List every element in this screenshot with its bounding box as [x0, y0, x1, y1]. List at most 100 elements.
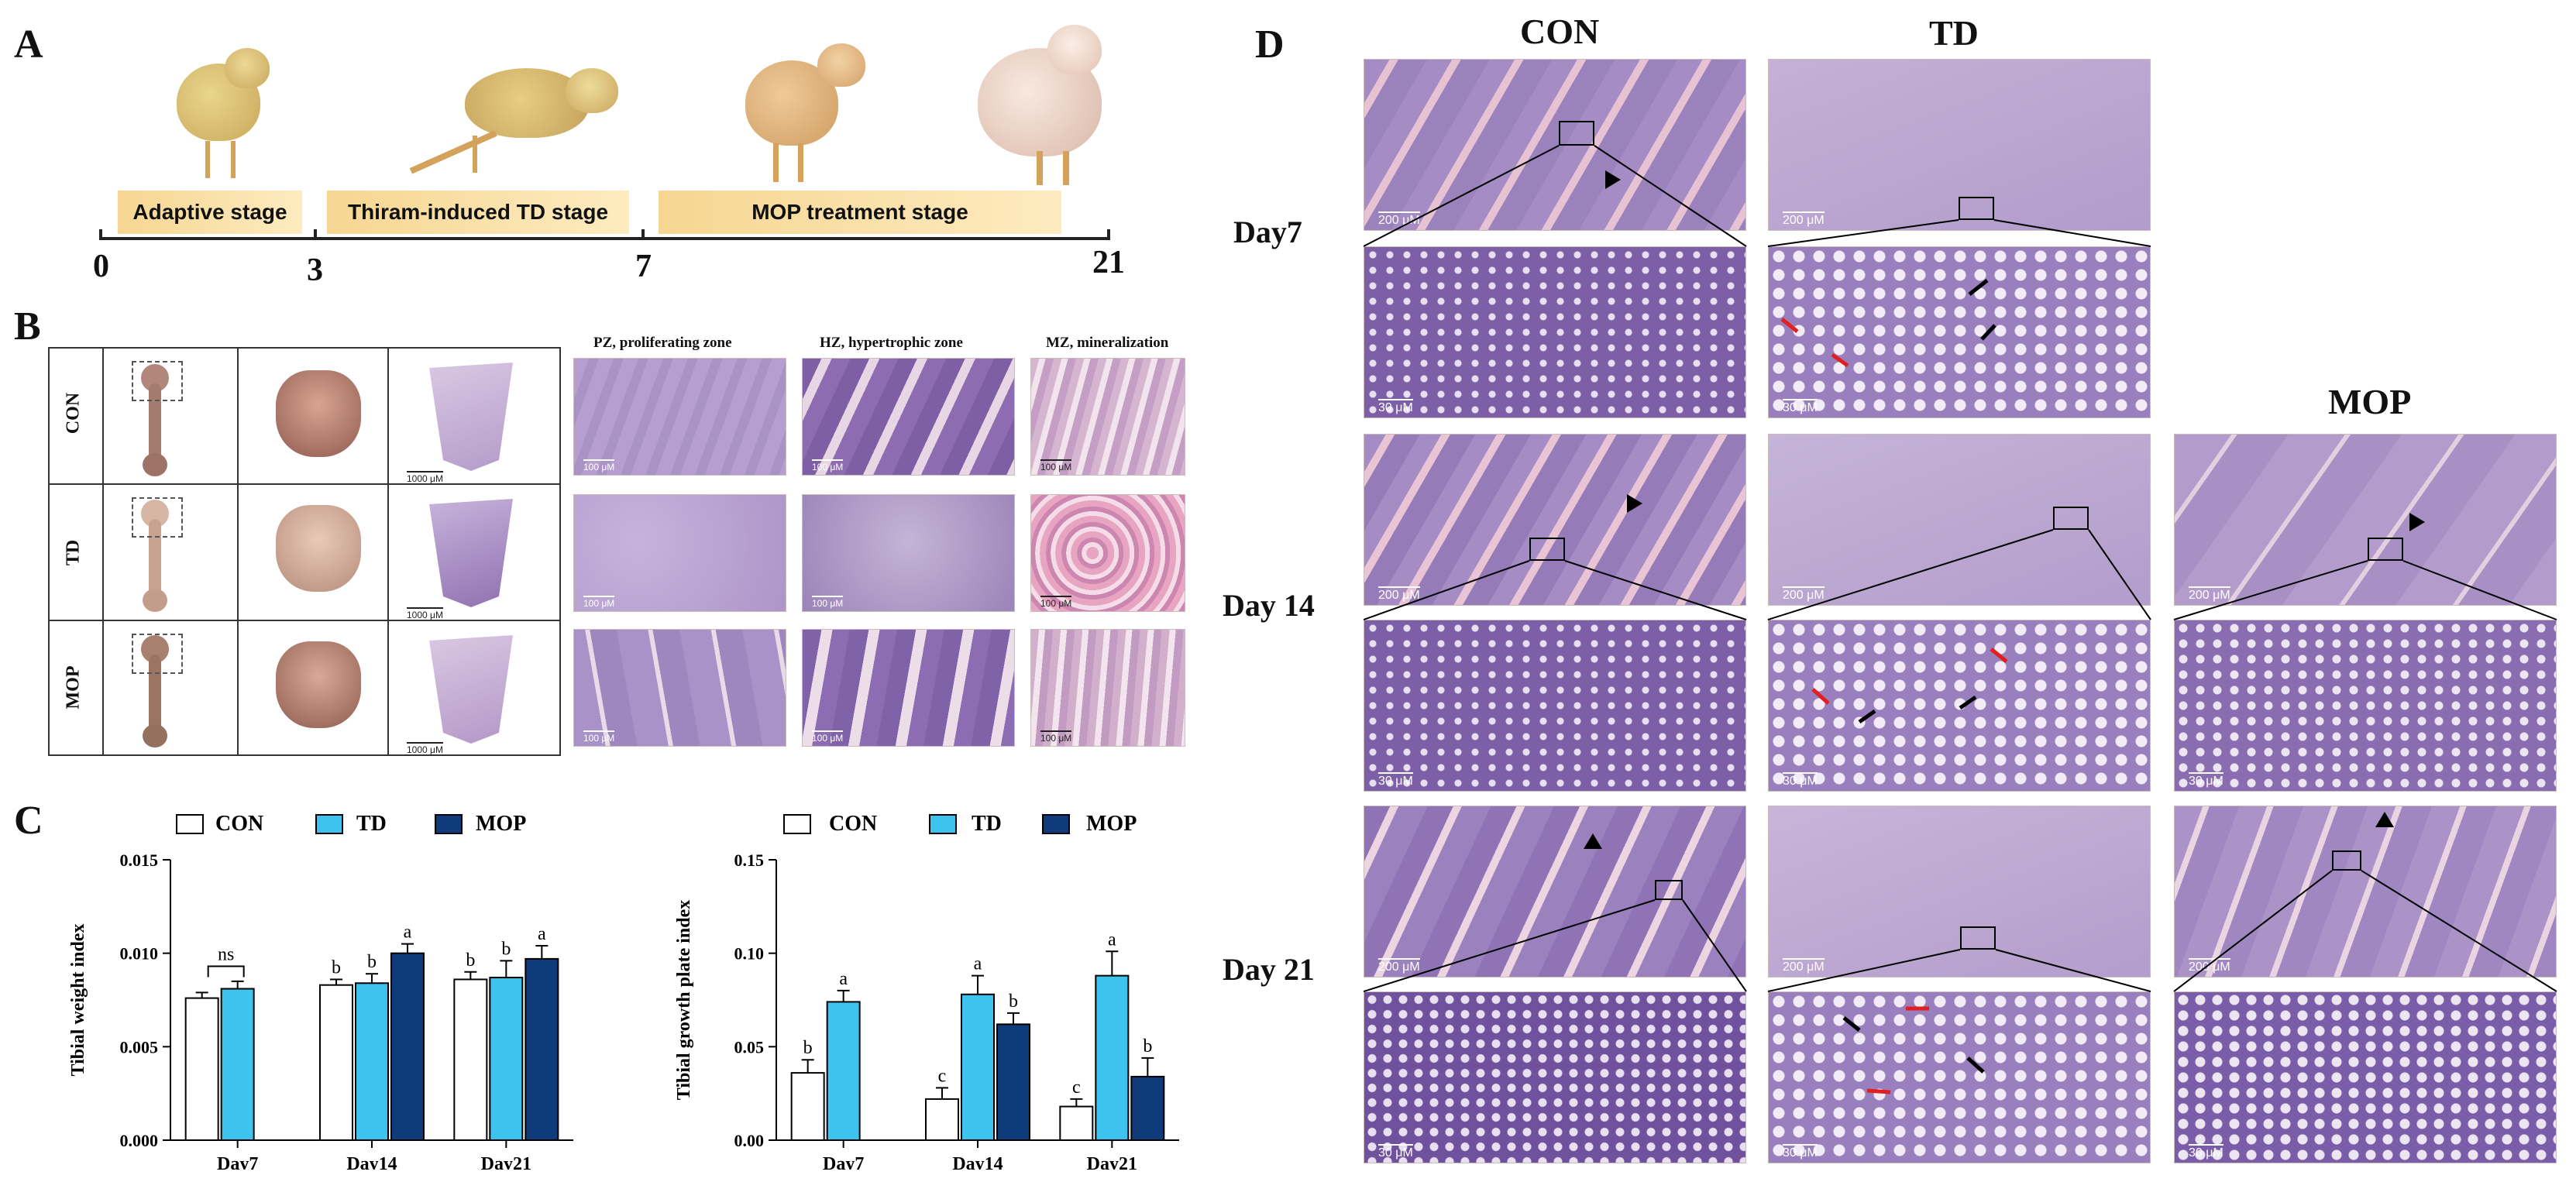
- bar-td: [355, 982, 389, 1141]
- significance-label: b: [501, 939, 511, 959]
- legend-label-td-2: TD: [972, 812, 1002, 836]
- d-mop-day14-high: 30 μM: [2174, 620, 2557, 792]
- section-scale-con: 1000 μM: [407, 471, 443, 484]
- legend-swatch-td: [315, 814, 343, 834]
- significance-label: a: [839, 969, 848, 989]
- row-label-td: TD: [63, 539, 84, 566]
- d-con-day14-low: 200 μM: [1364, 434, 1746, 606]
- bar-con: [453, 978, 488, 1141]
- significance-label: b: [466, 950, 475, 971]
- col-header-mop: MOP: [2328, 382, 2412, 421]
- bone-head-mop: [276, 641, 361, 728]
- bar-td: [961, 993, 995, 1142]
- zoom-box-con-day7: [1559, 121, 1594, 146]
- timeline-tick-7: 7: [635, 249, 652, 284]
- row-label-day21: Day 21: [1223, 952, 1315, 987]
- x-tick-label: Day21: [481, 1154, 531, 1170]
- chart-tibial-growth-plate-index: 0.00 0.05 0.10 0.15 Tibial growth plate inde…: [674, 850, 1179, 1170]
- significance-label: b: [1143, 1036, 1152, 1057]
- d-con-day14-high: 30 μM: [1364, 620, 1746, 792]
- bone-head-con: [276, 370, 361, 457]
- timeline-axis: [99, 237, 1110, 240]
- micrograph-td-hz: 100 μM: [802, 494, 1015, 612]
- zone-header-pz: PZ, proliferating zone: [593, 335, 732, 351]
- significance-label: b: [367, 952, 377, 972]
- panel-label-b: B: [14, 304, 41, 349]
- d-mop-day21-high: 30 μM: [2174, 991, 2557, 1163]
- legend-swatch-mop-2: [1042, 814, 1070, 834]
- y-tick-label: 0.15: [734, 850, 765, 870]
- col-header-td: TD: [1929, 13, 1979, 53]
- micrograph-mop-mz: 100 μM: [1030, 629, 1185, 747]
- y-tick-label: 0.05: [734, 1037, 765, 1057]
- section-td: [429, 499, 513, 607]
- ns-bracket: [207, 965, 245, 978]
- y-tick-label: 0.010: [120, 944, 159, 964]
- legend-label-con: CON: [215, 812, 263, 836]
- significance-label: a: [404, 923, 412, 943]
- y-tick-label: 0.015: [120, 850, 159, 870]
- zoom-box-td-day7: [1959, 197, 1994, 220]
- panel-label-d: D: [1255, 22, 1285, 67]
- legend-label-con-2: CON: [829, 812, 877, 836]
- significance-label: c: [1072, 1077, 1081, 1098]
- section-scale-td: 1000 μM: [407, 607, 443, 620]
- arrowhead-con-day21: [1584, 833, 1602, 849]
- bar-con: [790, 1072, 825, 1141]
- section-scale-mop: 1000 μM: [407, 742, 443, 755]
- zoom-box-con-day21: [1655, 880, 1683, 900]
- chart-tibial-weight-index: 0.000 0.005 0.010 0.015 Tibial weight index D…: [68, 850, 573, 1170]
- bar-con: [925, 1098, 959, 1142]
- micrograph-td-mz: 100 μM: [1030, 494, 1185, 612]
- micrograph-con-hz: 100 μM: [802, 358, 1015, 476]
- timeline-tick-3: 3: [307, 253, 323, 288]
- panel-label-a: A: [14, 22, 43, 67]
- significance-label: b: [332, 957, 341, 978]
- micrograph-con-mz: 100 μM: [1030, 358, 1185, 476]
- bone-head-td: [276, 505, 361, 592]
- zone-header-hz: HZ, hypertrophic zone: [820, 335, 963, 351]
- bar-con: [1059, 1105, 1094, 1141]
- row-label-day14: Day 14: [1223, 588, 1315, 623]
- legend-chart2: CON TD MOP: [783, 812, 1137, 836]
- y-axis-label: Tibial growth plate index: [674, 900, 694, 1101]
- d-td-day21-high: 30 μM: [1768, 991, 2151, 1163]
- d-mop-day14-low: 200 μM: [2174, 434, 2557, 606]
- bar-mop: [1130, 1075, 1165, 1141]
- legend-label-mop-2: MOP: [1086, 812, 1137, 836]
- significance-label: b: [1009, 991, 1018, 1012]
- col-header-con: CON: [1520, 12, 1600, 51]
- legend-label-mop: MOP: [476, 812, 526, 836]
- bar-con: [184, 997, 219, 1141]
- arrowhead-mop-day21: [2375, 812, 2394, 827]
- x-tick-label: Day21: [1087, 1154, 1137, 1170]
- bar-mop: [996, 1023, 1030, 1141]
- y-tick-label: 0.000: [120, 1131, 159, 1150]
- significance-label: a: [1108, 929, 1116, 950]
- zone-header-mz: MZ, mineralization: [1046, 335, 1169, 351]
- bar-con: [319, 984, 353, 1141]
- legend-swatch-con: [176, 814, 204, 834]
- zoom-connector-lines: [1364, 145, 2557, 1094]
- d-con-day7-low: 200 μM: [1364, 59, 1746, 231]
- section-mop: [429, 635, 513, 744]
- x-tick-label: Day14: [346, 1154, 397, 1170]
- section-con: [429, 363, 513, 471]
- bar-td: [1095, 974, 1130, 1141]
- bar-mop: [390, 952, 425, 1141]
- zoom-box-mop-day14: [2368, 538, 2403, 561]
- y-tick-label: 0.00: [734, 1131, 765, 1150]
- bar-td: [489, 977, 524, 1141]
- x-tick-label: Day7: [823, 1154, 864, 1170]
- zoom-box-td-day14: [2053, 507, 2089, 530]
- significance-label: a: [538, 924, 546, 944]
- y-tick-label: 0.005: [120, 1037, 159, 1057]
- significance-label: c: [938, 1066, 947, 1086]
- legend-label-td: TD: [356, 812, 387, 836]
- timeline-tick-21: 21: [1092, 245, 1125, 280]
- bar-td: [220, 988, 255, 1141]
- ns-label: ns: [218, 945, 234, 965]
- panel-b-grid: [48, 347, 561, 756]
- bar-td: [826, 1001, 861, 1141]
- micrograph-td-pz: 100 μM: [573, 494, 786, 612]
